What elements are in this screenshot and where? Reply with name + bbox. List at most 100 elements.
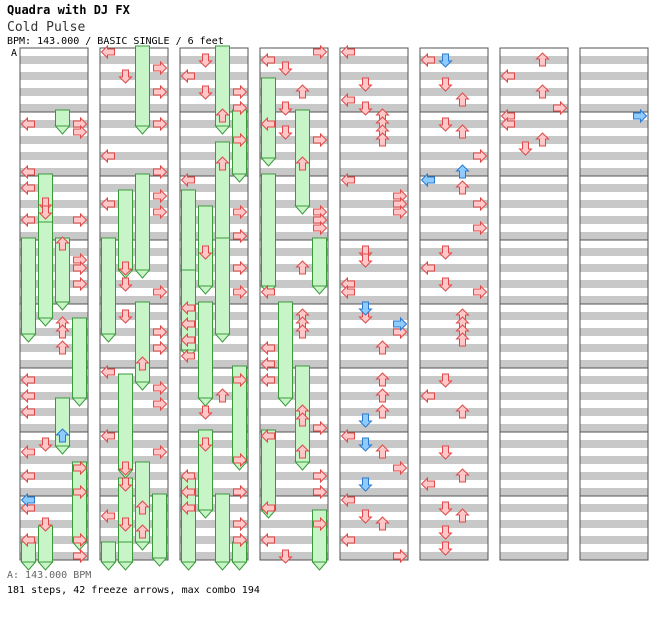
- step-arrow: [73, 460, 88, 476]
- step-arrow: [233, 132, 248, 148]
- step-arrow: [118, 261, 133, 276]
- freeze-tail: [311, 561, 328, 571]
- step-arrow: [180, 332, 195, 348]
- step-arrow: [313, 516, 328, 532]
- step-arrow: [278, 101, 293, 116]
- freeze-tail: [294, 461, 311, 471]
- step-arrow: [455, 180, 470, 195]
- measure: [20, 312, 88, 368]
- step-arrow: [535, 84, 550, 99]
- measure: [260, 56, 328, 112]
- step-arrow: [340, 172, 355, 188]
- step-arrow: [375, 444, 390, 459]
- measure: [180, 504, 248, 560]
- step-arrow: [260, 340, 275, 356]
- step-arrow: [198, 245, 213, 260]
- freeze-tail: [134, 381, 151, 391]
- freeze-arrow: [21, 541, 36, 563]
- step-arrow: [233, 484, 248, 500]
- step-arrow: [153, 284, 168, 300]
- step-arrow: [20, 388, 35, 404]
- freeze-tail: [214, 333, 231, 343]
- step-arrow: [313, 420, 328, 436]
- freeze-tail: [180, 561, 197, 571]
- freeze-arrow: [261, 429, 276, 511]
- step-arrow: [455, 332, 470, 347]
- measure: [20, 184, 88, 240]
- freeze-arrow: [261, 173, 276, 287]
- step-arrow: [180, 500, 195, 516]
- freeze-tail: [37, 317, 54, 327]
- chart-meta: BPM: 143.000 / BASIC SINGLE / 6 feet: [7, 36, 224, 47]
- freeze-arrow: [118, 189, 133, 271]
- measure: [180, 248, 248, 304]
- step-arrow: [100, 364, 115, 380]
- step-arrow: [100, 148, 115, 164]
- step-arrow: [393, 548, 408, 564]
- step-arrow: [38, 205, 53, 220]
- freeze-arrow: [72, 317, 87, 399]
- step-arrow: [438, 245, 453, 260]
- freeze-tail: [54, 445, 71, 455]
- step-arrow: [233, 372, 248, 388]
- measure: [340, 376, 408, 432]
- step-arrow: [340, 92, 355, 108]
- step-arrow: [375, 404, 390, 419]
- step-arrow: [340, 428, 355, 444]
- step-arrow: [438, 525, 453, 540]
- shock-arrow: [420, 172, 435, 188]
- bpm-footer: A: 143.000 BPM: [7, 570, 92, 581]
- step-arrow: [55, 236, 70, 251]
- step-arrow: [295, 84, 310, 99]
- step-arrow: [313, 468, 328, 484]
- freeze-tail: [54, 301, 71, 311]
- freeze-arrow: [118, 373, 133, 471]
- chart-title: Quadra with DJ FX: [7, 3, 130, 17]
- step-arrow: [260, 500, 275, 516]
- step-arrow: [180, 316, 195, 332]
- measure: [500, 440, 568, 496]
- measure: [420, 504, 488, 560]
- step-arrow: [118, 461, 133, 476]
- measure: [100, 120, 168, 176]
- step-arrow: [438, 373, 453, 388]
- shock-arrow: [455, 164, 470, 179]
- measure: [340, 312, 408, 368]
- step-arrow: [100, 196, 115, 212]
- freeze-tail: [134, 269, 151, 279]
- step-arrow: [38, 517, 53, 532]
- step-arrow: [153, 188, 168, 204]
- step-arrow: [233, 532, 248, 548]
- step-arrow: [180, 300, 195, 316]
- step-arrow: [118, 477, 133, 492]
- measure: [580, 504, 648, 560]
- step-arrow: [260, 116, 275, 132]
- freeze-arrow: [118, 541, 133, 563]
- step-arrow: [455, 404, 470, 419]
- freeze-arrow: [152, 493, 167, 559]
- measure: [20, 504, 88, 560]
- measure: [180, 312, 248, 368]
- measure: [500, 312, 568, 368]
- step-arrow: [375, 388, 390, 403]
- freeze-tail: [197, 397, 214, 407]
- step-arrow: [233, 516, 248, 532]
- step-arrow: [180, 468, 195, 484]
- step-arrow: [500, 116, 515, 132]
- freeze-tail: [260, 157, 277, 167]
- step-arrow: [295, 260, 310, 275]
- song-name: Cold Pulse: [7, 20, 86, 35]
- shock-arrow: [358, 437, 373, 452]
- shock-arrow: [438, 53, 453, 68]
- step-arrow: [375, 340, 390, 355]
- step-arrow: [100, 428, 115, 444]
- step-arrow: [20, 180, 35, 196]
- measure: [420, 56, 488, 112]
- step-arrow: [100, 44, 115, 60]
- measure: [260, 376, 328, 432]
- measure: [580, 56, 648, 112]
- step-arrow: [278, 61, 293, 76]
- step-arrow: [553, 100, 568, 116]
- freeze-tail: [100, 333, 117, 343]
- step-arrow: [340, 492, 355, 508]
